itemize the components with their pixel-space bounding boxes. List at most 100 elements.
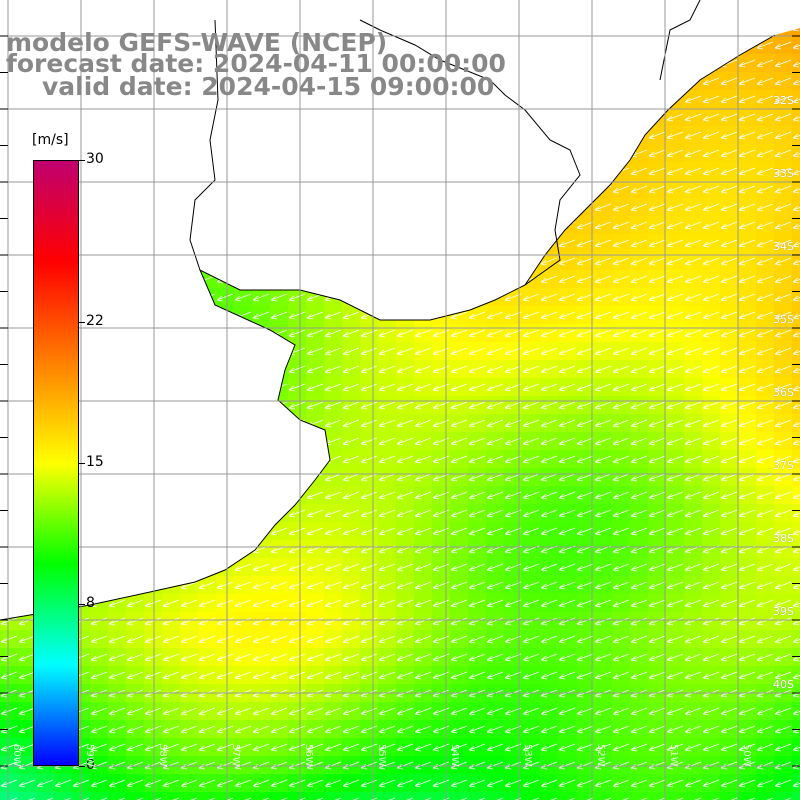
wind-arrow: [612, 383, 630, 392]
wind-arrow: [720, 167, 738, 176]
wind-arrow: [504, 617, 522, 626]
wind-arrow: [576, 347, 594, 356]
wind-arrow: [450, 671, 468, 680]
wind-arrow: [504, 419, 522, 428]
wind-arrow: [342, 563, 360, 572]
wind-arrow: [612, 257, 630, 266]
wind-arrow: [396, 599, 414, 608]
wind-arrow: [468, 419, 486, 428]
wind-arrow: [684, 473, 702, 482]
wind-arrow: [612, 707, 630, 716]
wind-arrow: [666, 131, 684, 140]
wind-arrow: [648, 329, 666, 338]
wind-arrow: [108, 599, 126, 608]
wind-arrow: [684, 221, 702, 230]
wind-arrow: [756, 167, 774, 176]
wind-arrow: [522, 563, 540, 572]
wind-arrow: [450, 563, 468, 572]
wind-arrow: [342, 671, 360, 680]
wind-arrow: [288, 671, 306, 680]
wind-arrow: [666, 113, 684, 122]
wind-arrow: [720, 473, 738, 482]
longitude-label: 55W: [376, 744, 387, 767]
wind-arrow: [648, 653, 666, 662]
wind-arrow: [306, 599, 324, 608]
wind-arrow: [162, 707, 180, 716]
wind-arrow: [162, 617, 180, 626]
wind-arrow: [342, 473, 360, 482]
wind-arrow: [720, 185, 738, 194]
wind-arrow: [342, 779, 360, 788]
wind-arrow: [468, 527, 486, 536]
wind-arrow: [576, 383, 594, 392]
wind-cell: [792, 756, 800, 774]
wind-cell: [792, 198, 800, 216]
wind-arrow: [234, 563, 252, 572]
wind-arrow: [414, 653, 432, 662]
wind-arrow: [36, 779, 54, 788]
wind-arrow: [774, 131, 792, 140]
wind-arrow: [774, 95, 792, 104]
wind-arrow: [522, 311, 540, 320]
wind-arrow: [126, 635, 144, 644]
wind-arrow: [95, 797, 108, 800]
wind-arrow: [702, 293, 720, 302]
wind-arrow: [468, 329, 486, 338]
wind-arrow: [108, 617, 126, 626]
wind-arrow: [504, 743, 522, 752]
wind-arrow: [738, 491, 756, 500]
wind-arrow: [594, 743, 612, 752]
wind-arrow: [702, 599, 720, 608]
wind-arrow: [288, 635, 306, 644]
wind-arrow: [252, 743, 270, 752]
wind-arrow: [612, 779, 630, 788]
wind-arrow: [756, 473, 774, 482]
wind-arrow: [540, 527, 558, 536]
wind-arrow: [396, 707, 414, 716]
wind-arrow: [558, 455, 576, 464]
wind-arrow: [689, 797, 702, 800]
wind-arrow: [342, 743, 360, 752]
wind-arrow: [720, 491, 738, 500]
wind-arrow: [720, 275, 738, 284]
wind-arrow: [455, 797, 468, 800]
wind-arrow: [684, 419, 702, 428]
wind-arrow: [743, 797, 756, 800]
wind-cell: [666, 792, 684, 800]
wind-arrow: [522, 293, 540, 302]
wind-arrow: [666, 203, 684, 212]
wind-arrow: [756, 491, 774, 500]
wind-cell: [792, 90, 800, 108]
wind-arrow: [720, 779, 738, 788]
wind-arrow: [792, 79, 800, 86]
wind-arrow: [306, 347, 324, 356]
wind-arrow: [504, 671, 522, 680]
wind-cell: [792, 126, 800, 144]
wind-cell: [396, 792, 414, 800]
wind-arrow: [594, 509, 612, 518]
wind-arrow: [738, 77, 756, 86]
wind-arrow: [288, 617, 306, 626]
wind-arrow: [198, 707, 216, 716]
wind-arrow: [738, 167, 756, 176]
wind-arrow: [720, 581, 738, 590]
wind-cell: [252, 792, 270, 800]
wind-arrow: [486, 635, 504, 644]
wind-arrow: [198, 779, 216, 788]
wind-arrow: [360, 653, 378, 662]
valid-date: valid date: 2024-04-15 09:00:00: [42, 72, 495, 101]
wind-cell: [792, 270, 800, 288]
wind-arrow: [792, 673, 800, 680]
wind-arrow: [540, 455, 558, 464]
wind-arrow: [216, 725, 234, 734]
wind-arrow: [594, 563, 612, 572]
wind-arrow: [756, 725, 774, 734]
wind-arrow: [612, 671, 630, 680]
wind-arrow: [612, 365, 630, 374]
wind-arrow: [378, 671, 396, 680]
wind-arrow: [738, 509, 756, 518]
wind-arrow: [702, 311, 720, 320]
wind-arrow: [684, 743, 702, 752]
wind-arrow: [522, 635, 540, 644]
wind-arrow: [198, 599, 216, 608]
